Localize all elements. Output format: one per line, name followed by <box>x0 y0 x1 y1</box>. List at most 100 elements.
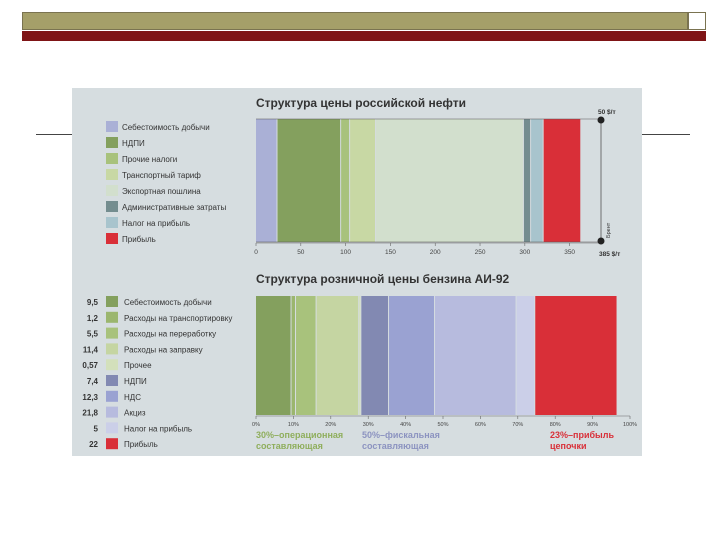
oil-legend-swatch <box>106 121 118 132</box>
gasoline-bar-segment <box>359 296 361 415</box>
gasoline-group-label: 50%–фискальная <box>362 430 440 440</box>
gasoline-legend-swatch <box>106 406 118 418</box>
title-bar <box>22 12 688 30</box>
gasoline-tick-label: 50% <box>437 422 448 428</box>
gasoline-legend-swatch <box>106 327 118 339</box>
oil-legend-swatch <box>106 169 118 180</box>
gasoline-tick-label: 100% <box>623 422 637 428</box>
oil-legend-label: Прибыль <box>122 235 156 244</box>
oil-bar-segment <box>523 119 531 242</box>
oil-tick-label: 300 <box>519 249 530 256</box>
oil-legend-label: Транспортный тариф <box>122 171 201 180</box>
gasoline-legend-swatch <box>106 422 118 434</box>
oil-bar-segment <box>277 119 341 242</box>
oil-legend-swatch <box>106 201 118 212</box>
oil-legend-label: Административные затраты <box>122 203 226 212</box>
title-underline <box>22 31 688 41</box>
slide-rule-right <box>642 134 690 135</box>
corner-underline <box>688 31 706 41</box>
gasoline-legend-label: Себестоимость добычи <box>124 298 212 307</box>
gasoline-tick-label: 10% <box>288 422 299 428</box>
oil-legend-label: Налог на прибыль <box>122 219 190 228</box>
gasoline-tick-label: 80% <box>550 422 561 428</box>
oil-chart-title: Структура цены российской нефти <box>256 96 466 110</box>
gasoline-axis: 0% 10% 20% 30% 40% 50% 60% 70% 80% 90% 100% <box>252 415 637 428</box>
oil-axis: 0 50 100 150 200 250 300 350 <box>254 242 601 256</box>
top-price-label: 50 $/т <box>598 109 616 116</box>
gasoline-legend-value: 5 <box>94 424 99 433</box>
gasoline-group-label: 30%–операционная <box>256 430 343 440</box>
gasoline-legend-value: 7,4 <box>87 377 99 386</box>
gasoline-legend-label: Расходы на транспортировку <box>124 314 232 323</box>
oil-legend-label: Экспортная пошлина <box>122 187 201 196</box>
gasoline-legend-label: Расходы на заправку <box>124 345 203 354</box>
oil-bar-segment <box>256 119 277 242</box>
oil-bar-segment <box>543 119 581 242</box>
oil-legend-swatch <box>106 217 118 228</box>
gasoline-legend-swatch <box>106 311 118 323</box>
gasoline-bar-segment <box>316 296 359 415</box>
price-structure-figure: Структура цены российской нефти Себестои… <box>72 88 642 456</box>
gasoline-bar-segment <box>535 296 617 415</box>
gasoline-bars <box>256 296 617 415</box>
gasoline-group-sublabel: цепочки <box>550 441 587 451</box>
gasoline-legend-swatch <box>106 375 118 386</box>
oil-legend: Себестоимость добычи НДПИ Прочие налоги Тра… <box>106 121 226 244</box>
gasoline-group-sublabel: составляющая <box>362 441 429 451</box>
bottom-price-label: 385 $/т <box>599 251 620 258</box>
gasoline-legend-label: Прочее <box>124 361 152 370</box>
oil-tick-label: 350 <box>564 249 575 256</box>
gasoline-legend-label: НДС <box>124 393 141 402</box>
oil-legend-swatch <box>106 233 118 244</box>
oil-tick-label: 200 <box>430 249 441 256</box>
gasoline-legend-value: 12,3 <box>82 393 98 402</box>
oil-tick-label: 150 <box>385 249 396 256</box>
gasoline-group-label: 23%–прибыль <box>550 430 614 440</box>
oil-legend-label: НДПИ <box>122 139 145 148</box>
gasoline-legend-value: 1,2 <box>87 314 99 323</box>
gasoline-chart-title: Структура розничной цены бензина АИ-92 <box>256 272 510 286</box>
gasoline-tick-label: 0% <box>252 422 260 428</box>
gasoline-bar-segment <box>389 296 435 415</box>
oil-legend-swatch <box>106 153 118 164</box>
gasoline-legend-value: 11,4 <box>83 345 99 354</box>
gasoline-legend-value: 22 <box>89 440 98 449</box>
gasoline-tick-label: 40% <box>400 422 411 428</box>
oil-tick-label: 100 <box>340 249 351 256</box>
gasoline-legend-value: 0,57 <box>82 361 98 370</box>
gasoline-legend-value: 5,5 <box>87 330 99 339</box>
oil-tick-label: 0 <box>254 249 258 256</box>
oil-legend-swatch <box>106 137 118 148</box>
gasoline-bar-segment <box>256 296 291 415</box>
gasoline-legend-value: 9,5 <box>87 298 99 307</box>
gasoline-legend-label: Расходы на переработку <box>124 330 216 339</box>
gasoline-bar-segment <box>361 296 389 415</box>
gasoline-groups: 30%–операционная составляющая50%–фискальн… <box>256 430 614 451</box>
oil-legend-swatch <box>106 185 118 196</box>
gasoline-legend-label: НДПИ <box>124 377 147 386</box>
corner-box <box>688 12 706 30</box>
gasoline-tick-label: 30% <box>363 422 374 428</box>
oil-legend-label: Прочие налоги <box>122 155 177 164</box>
gasoline-bar-segment <box>435 296 516 415</box>
oil-bars <box>256 119 581 242</box>
gasoline-legend-swatch <box>106 296 118 307</box>
gasoline-legend-swatch <box>106 438 118 450</box>
gasoline-legend-value: 21,8 <box>82 409 98 418</box>
bottom-price-marker <box>597 237 605 245</box>
gasoline-legend-swatch <box>106 390 118 402</box>
oil-bar-segment <box>531 119 543 242</box>
brent-label: Брент <box>606 222 612 238</box>
oil-bar-segment <box>341 119 350 242</box>
oil-tick-label: 250 <box>475 249 486 256</box>
charts-svg: Структура цены российской нефти Себестои… <box>82 96 637 451</box>
top-price-marker <box>597 116 605 124</box>
gasoline-bar-segment <box>516 296 535 415</box>
gasoline-legend: 9,5 Себестоимость добычи 1,2 Расходы на тра… <box>82 296 232 450</box>
oil-bar-segment <box>376 119 523 242</box>
oil-bar-segment <box>350 119 376 242</box>
oil-tick-label: 50 <box>297 249 305 256</box>
gasoline-legend-label: Акциз <box>124 409 146 418</box>
gasoline-tick-label: 20% <box>325 422 336 428</box>
slide-rule-left <box>36 134 72 135</box>
